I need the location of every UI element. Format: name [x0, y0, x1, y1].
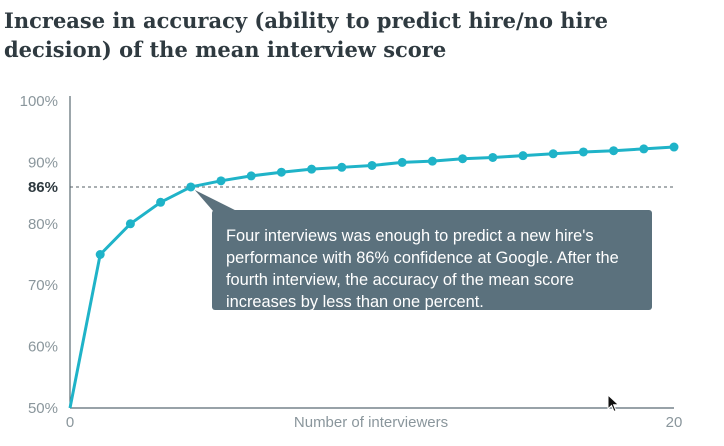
data-point: [125, 219, 135, 229]
data-point: [95, 250, 105, 259]
data-point: [156, 197, 166, 207]
chart-title: Increase in accuracy (ability to predict…: [4, 8, 608, 62]
x-axis-label: Number of interviewers: [294, 414, 448, 431]
data-point: [578, 147, 588, 157]
y-tick-label: 70%: [28, 277, 58, 294]
data-point: [337, 162, 347, 172]
y-tick-label: 80%: [28, 216, 58, 233]
data-point: [186, 182, 196, 192]
data-point: [397, 157, 407, 167]
x-tick-label: 20: [666, 414, 683, 431]
data-point: [518, 151, 528, 161]
data-point: [669, 142, 679, 152]
data-point: [548, 149, 558, 159]
annotation-callout: Four interviews was enough to predict a …: [212, 210, 652, 311]
callout-pointer: [194, 189, 241, 213]
x-tick-label: 0: [66, 414, 74, 431]
data-point: [216, 176, 226, 186]
data-point: [276, 167, 286, 177]
annotation-text: Four interviews was enough to predict a …: [226, 227, 619, 311]
reference-line-label: 86%: [28, 179, 58, 196]
x-axis-ticks: 0 20: [66, 414, 683, 431]
data-points: [95, 142, 679, 259]
data-point: [246, 171, 256, 181]
data-point: [367, 160, 377, 170]
y-tick-label: 60%: [28, 339, 58, 356]
mouse-cursor-icon: [607, 394, 620, 413]
data-point: [458, 154, 468, 164]
data-point: [427, 156, 437, 166]
y-tick-label: 100%: [20, 93, 58, 110]
y-axis-ticks: 50% 60% 70% 80% 90% 100%: [20, 93, 58, 417]
data-point: [639, 144, 649, 154]
data-point: [488, 152, 498, 162]
data-point: [609, 146, 619, 156]
data-point: [307, 164, 317, 174]
y-tick-label: 50%: [28, 400, 58, 417]
y-tick-label: 90%: [28, 154, 58, 171]
